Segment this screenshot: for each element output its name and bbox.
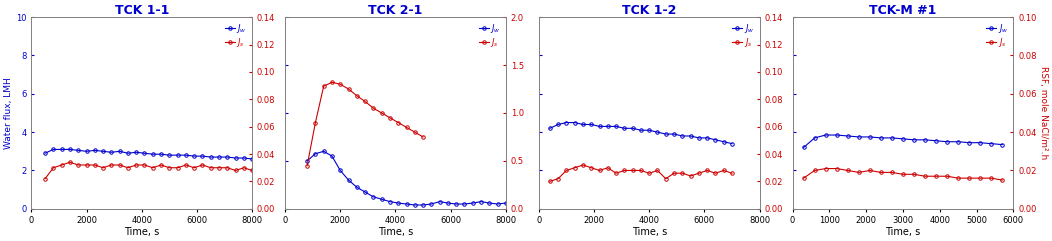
- Y-axis label: RSF, mole NaCl/m².h: RSF, mole NaCl/m².h: [1038, 66, 1048, 160]
- Legend: $J_w$, $J_s$: $J_w$, $J_s$: [986, 21, 1009, 50]
- Y-axis label: Water flux, LMH: Water flux, LMH: [4, 77, 14, 149]
- Title: TCK 1-2: TCK 1-2: [622, 4, 676, 17]
- X-axis label: Time, s: Time, s: [124, 227, 159, 237]
- X-axis label: Time, s: Time, s: [886, 227, 920, 237]
- Legend: $J_w$, $J_s$: $J_w$, $J_s$: [224, 21, 248, 50]
- Legend: $J_w$, $J_s$: $J_w$, $J_s$: [731, 21, 755, 50]
- Title: TCK 2-1: TCK 2-1: [368, 4, 423, 17]
- Title: TCK 1-1: TCK 1-1: [115, 4, 169, 17]
- Legend: $J_w$, $J_s$: $J_w$, $J_s$: [478, 21, 502, 50]
- X-axis label: Time, s: Time, s: [378, 227, 413, 237]
- Title: TCK-M #1: TCK-M #1: [869, 4, 936, 17]
- X-axis label: Time, s: Time, s: [631, 227, 667, 237]
